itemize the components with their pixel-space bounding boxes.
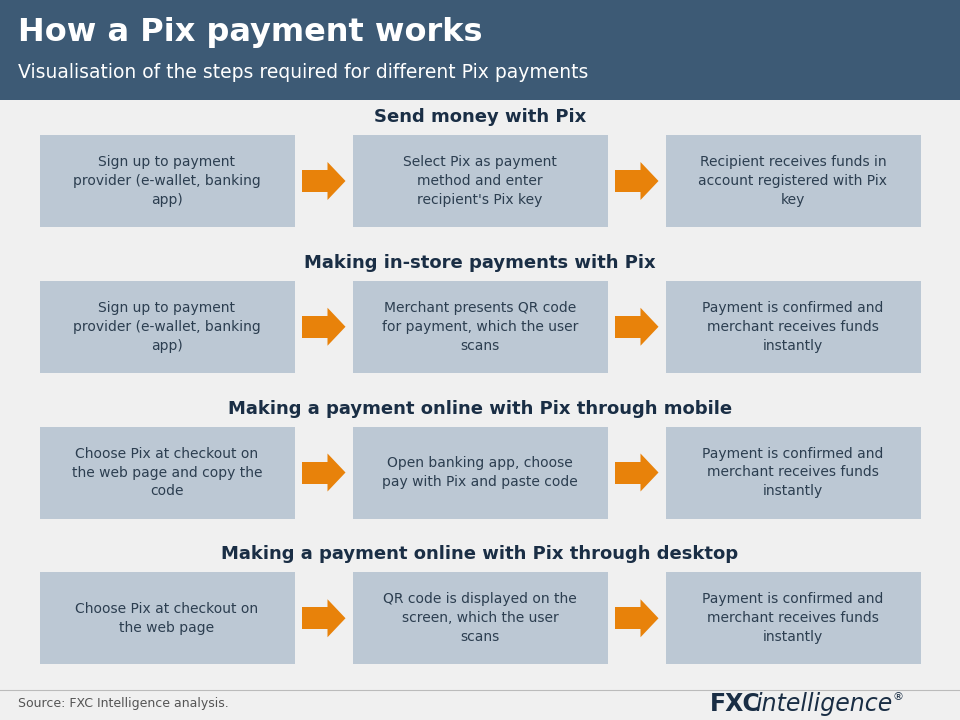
Text: Payment is confirmed and
merchant receives funds
instantly: Payment is confirmed and merchant receiv… — [703, 593, 884, 644]
Bar — [301, 316, 327, 338]
Text: Choose Pix at checkout on
the web page and copy the
code: Choose Pix at checkout on the web page a… — [72, 446, 262, 498]
Bar — [39, 135, 295, 227]
Text: Recipient receives funds in
account registered with Pix
key: Recipient receives funds in account regi… — [699, 155, 887, 207]
Polygon shape — [327, 162, 346, 200]
Text: Making a payment online with Pix through mobile: Making a payment online with Pix through… — [228, 400, 732, 418]
Bar — [301, 607, 327, 629]
Text: How a Pix payment works: How a Pix payment works — [18, 17, 483, 48]
Text: Payment is confirmed and
merchant receives funds
instantly: Payment is confirmed and merchant receiv… — [703, 446, 884, 498]
Text: Making in-store payments with Pix: Making in-store payments with Pix — [304, 253, 656, 271]
Polygon shape — [640, 454, 659, 492]
Polygon shape — [327, 599, 346, 637]
Polygon shape — [640, 599, 659, 637]
Bar — [614, 170, 640, 192]
Text: Sign up to payment
provider (e-wallet, banking
app): Sign up to payment provider (e-wallet, b… — [73, 155, 261, 207]
Text: Choose Pix at checkout on
the web page: Choose Pix at checkout on the web page — [76, 602, 258, 635]
Text: Visualisation of the steps required for different Pix payments: Visualisation of the steps required for … — [18, 63, 588, 81]
Polygon shape — [640, 307, 659, 346]
Text: Sign up to payment
provider (e-wallet, banking
app): Sign up to payment provider (e-wallet, b… — [73, 301, 261, 353]
Bar — [665, 572, 921, 665]
Bar — [39, 281, 295, 373]
Bar — [665, 426, 921, 518]
Bar — [614, 462, 640, 484]
Bar — [39, 426, 295, 518]
Text: QR code is displayed on the
screen, which the user
scans: QR code is displayed on the screen, whic… — [383, 593, 577, 644]
Polygon shape — [327, 307, 346, 346]
Text: Select Pix as payment
method and enter
recipient's Pix key: Select Pix as payment method and enter r… — [403, 155, 557, 207]
Text: Open banking app, choose
pay with Pix and paste code: Open banking app, choose pay with Pix an… — [382, 456, 578, 489]
Bar — [665, 281, 921, 373]
Bar — [352, 572, 608, 665]
Bar — [0, 0, 960, 100]
Text: Source: FXC Intelligence analysis.: Source: FXC Intelligence analysis. — [18, 698, 228, 711]
Bar — [614, 316, 640, 338]
Bar — [352, 281, 608, 373]
Bar — [665, 135, 921, 227]
Bar — [352, 135, 608, 227]
Text: FXC: FXC — [710, 692, 760, 716]
Polygon shape — [640, 162, 659, 200]
Text: ®: ® — [893, 692, 904, 702]
Bar — [301, 462, 327, 484]
Text: intelligence: intelligence — [755, 692, 892, 716]
Text: Payment is confirmed and
merchant receives funds
instantly: Payment is confirmed and merchant receiv… — [703, 301, 884, 353]
Bar — [352, 426, 608, 518]
Text: Send money with Pix: Send money with Pix — [373, 108, 587, 126]
Polygon shape — [327, 454, 346, 492]
Bar — [301, 170, 327, 192]
Bar — [614, 607, 640, 629]
Text: Making a payment online with Pix through desktop: Making a payment online with Pix through… — [222, 545, 738, 563]
Bar — [39, 572, 295, 665]
Text: Merchant presents QR code
for payment, which the user
scans: Merchant presents QR code for payment, w… — [382, 301, 578, 353]
